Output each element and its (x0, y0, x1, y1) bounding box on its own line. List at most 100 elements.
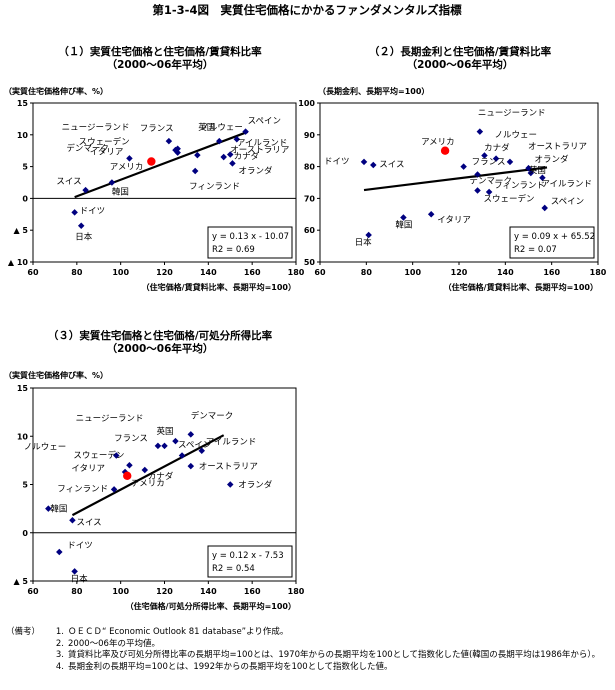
x-tick-label: 100 (404, 268, 421, 277)
data-point (400, 214, 407, 221)
point-label: 日本 (71, 573, 89, 584)
y-tick-label: ▲ 5 (13, 226, 28, 235)
x-tick-label: 160 (244, 587, 261, 596)
y-axis-label: （実質住宅価格伸び率、%） (4, 86, 108, 96)
point-label: スペイン (248, 117, 281, 127)
y-tick-label: 5 (22, 481, 28, 490)
regression-equation: y = 0.12 x - 7.53 (212, 551, 284, 561)
data-point (71, 209, 78, 216)
point-label: イタリア (71, 464, 105, 474)
x-axis-label: （住宅価格/賃貸料比率、長期平均=100） (444, 282, 598, 292)
chart-title: （２）長期金利と住宅価格/賃貸料比率 (369, 45, 552, 58)
point-label: アイルランド (237, 138, 288, 148)
point-label: フィンランド (189, 182, 240, 192)
data-point (187, 431, 195, 438)
point-label: オーストラリア (230, 146, 289, 156)
highlight-point (147, 157, 156, 166)
point-label: フランス (472, 158, 506, 168)
y-tick-label: 0 (22, 194, 28, 203)
data-point (365, 231, 372, 239)
trend-line (363, 166, 548, 192)
y-tick-label: ▲ 5 (13, 577, 28, 586)
point-label: ドイツ (67, 541, 93, 551)
point-label: カナダ (234, 151, 260, 162)
data-point (525, 164, 532, 172)
chart-subtitle: （2000～06年平均） (107, 58, 214, 71)
y-tick-label: 60 (304, 226, 316, 235)
data-point (506, 158, 514, 166)
data-point (492, 155, 500, 162)
point-label: スペイン (178, 441, 211, 451)
r-squared: R2 = 0.54 (212, 564, 255, 574)
point-label: フランス (140, 124, 174, 134)
x-tick-label: 180 (288, 268, 305, 277)
data-point (71, 568, 78, 575)
point-label: アイルランド (541, 180, 592, 190)
point-label: フィンランド (494, 181, 545, 191)
data-point (174, 149, 181, 156)
chart-subtitle: （2000～06年平均） (107, 342, 214, 355)
point-label: イタリア (437, 215, 471, 225)
point-label: ノルウェー (200, 123, 243, 133)
chart-subtitle: （2000～06年平均） (407, 58, 514, 71)
x-tick-label: 60 (27, 587, 39, 596)
data-point (187, 462, 195, 470)
x-axis-label: （住宅価格/賃貸料比率、長期平均=100） (142, 282, 296, 292)
x-tick-label: 140 (200, 268, 217, 277)
regression-box (207, 226, 293, 259)
data-point (220, 153, 227, 161)
note-number: 4. (55, 661, 64, 672)
point-label: 日本 (355, 237, 373, 248)
data-point (360, 158, 368, 166)
data-point (229, 160, 236, 167)
point-label: アイルランド (206, 438, 257, 448)
y-tick-label: 70 (304, 194, 316, 203)
note-number: 3. (55, 650, 64, 660)
x-tick-label: 120 (156, 587, 173, 596)
x-tick-label: 120 (451, 268, 468, 277)
point-label: ドイツ (80, 206, 106, 216)
data-point (527, 169, 535, 177)
x-tick-label: 80 (71, 587, 83, 596)
note-text: 2000～06年の平均値。 (68, 638, 160, 649)
point-label: スペイン (551, 197, 584, 207)
x-tick-label: 80 (71, 268, 83, 277)
point-label: 英国 (157, 426, 174, 437)
data-point (242, 128, 249, 135)
chart-title: （１）実質住宅価格と住宅価格/賃貸料比率 (58, 45, 262, 58)
point-label: 英国 (198, 122, 215, 133)
note-1: （備考） 1. ＯＥＣＤ“ Economic Outlook 81 databa… (6, 627, 611, 639)
x-tick-label: 180 (590, 268, 607, 277)
data-point (198, 447, 206, 454)
r-squared: R2 = 0.07 (514, 245, 557, 255)
note-number: 2. (55, 638, 64, 649)
data-point (161, 442, 168, 450)
point-label: オーストラリア (199, 462, 258, 472)
point-label: フランス (114, 434, 148, 444)
data-point (194, 151, 201, 159)
y-tick-label: 0 (22, 529, 28, 538)
point-label: スウェーデン (79, 137, 130, 148)
point-label: アメリカ (421, 138, 455, 148)
point-label: デンマーク (66, 143, 109, 154)
x-tick-label: 140 (200, 587, 217, 596)
point-label: イタリア (90, 147, 124, 157)
highlight-point (123, 471, 132, 481)
y-tick-label: 15 (17, 99, 29, 108)
highlight-point (440, 146, 450, 155)
y-tick-label: ▲ 10 (8, 258, 29, 267)
point-label: スイス (56, 177, 81, 187)
y-tick-label: 100 (298, 99, 315, 108)
data-point (113, 452, 120, 459)
point-label: ニュージーランド (478, 109, 546, 119)
point-label: アメリカ (110, 163, 144, 173)
y-tick-label: 10 (17, 131, 29, 140)
point-label: スイス (379, 160, 404, 170)
point-label: アメリカ (131, 479, 165, 489)
point-label: スウェーデン (484, 193, 535, 204)
chart-title: （３）実質住宅価格と住宅価格/可処分所得比率 (48, 329, 273, 342)
note-3: 3. 賃貸料比率及び可処分所得比率の長期平均=100とは、1970年からの長期平… (6, 650, 611, 662)
y-tick-label: 15 (17, 384, 29, 393)
data-point (174, 145, 181, 153)
note-text: ＯＥＣＤ“ Economic Outlook 81 database”より作成。 (68, 627, 289, 637)
